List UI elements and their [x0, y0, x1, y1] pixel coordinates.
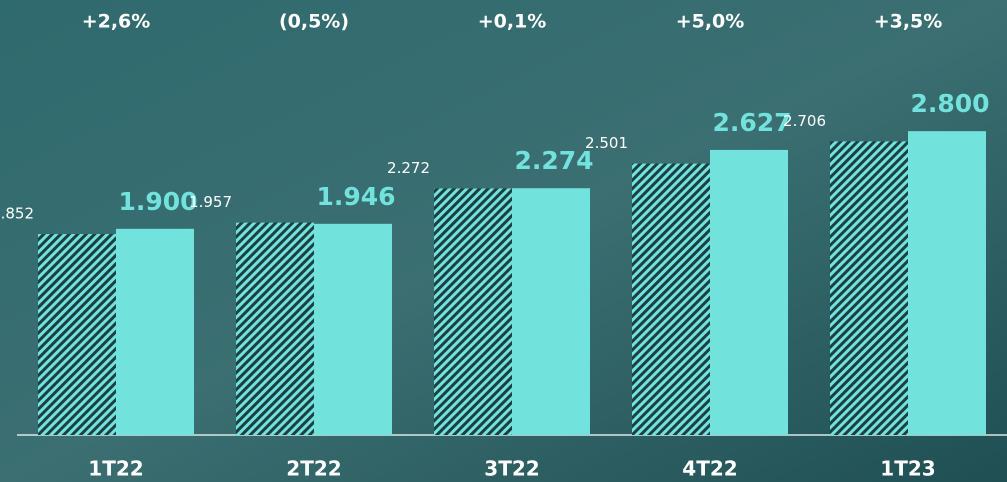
- bar: [434, 188, 512, 435]
- category-label: 1T22: [88, 457, 143, 481]
- growth-annotation: +2,6%: [82, 11, 151, 33]
- bar: [38, 234, 116, 435]
- bar: [236, 223, 314, 435]
- value-label: 2.706: [783, 112, 826, 130]
- value-label: 2.627: [712, 108, 791, 137]
- growth-annotation: +3,5%: [874, 11, 943, 33]
- value-label: 2.272: [387, 159, 430, 177]
- page: 1T22 +2,6% 1.852 1.900 2T22 (0,5%) 1.957 1.946 3…: [0, 0, 1007, 482]
- growth-annotation: +0,1%: [478, 11, 547, 33]
- bar: [116, 229, 194, 435]
- category-label: 1T23: [880, 457, 935, 481]
- value-label: 2.274: [514, 146, 593, 175]
- bar: [512, 188, 590, 435]
- value-label: 2.501: [585, 134, 628, 152]
- value-label: 1.900: [118, 187, 197, 216]
- chart: 1T22 +2,6% 1.852 1.900 2T22 (0,5%) 1.957 1.946 3…: [0, 0, 1007, 482]
- growth-annotation: +5,0%: [676, 11, 745, 33]
- category-label: 4T22: [682, 457, 737, 481]
- category-label: 2T22: [286, 457, 341, 481]
- bar: [830, 141, 908, 435]
- value-label: 1.957: [189, 193, 232, 211]
- bar: [314, 224, 392, 435]
- growth-annotation: (0,5%): [279, 11, 349, 33]
- bar: [632, 164, 710, 435]
- category-label: 3T22: [484, 457, 539, 481]
- value-label: 1.852: [0, 205, 34, 223]
- value-label: 1.946: [316, 182, 395, 211]
- bar: [710, 150, 788, 435]
- bar: [908, 131, 986, 435]
- value-label: 2.800: [910, 89, 989, 118]
